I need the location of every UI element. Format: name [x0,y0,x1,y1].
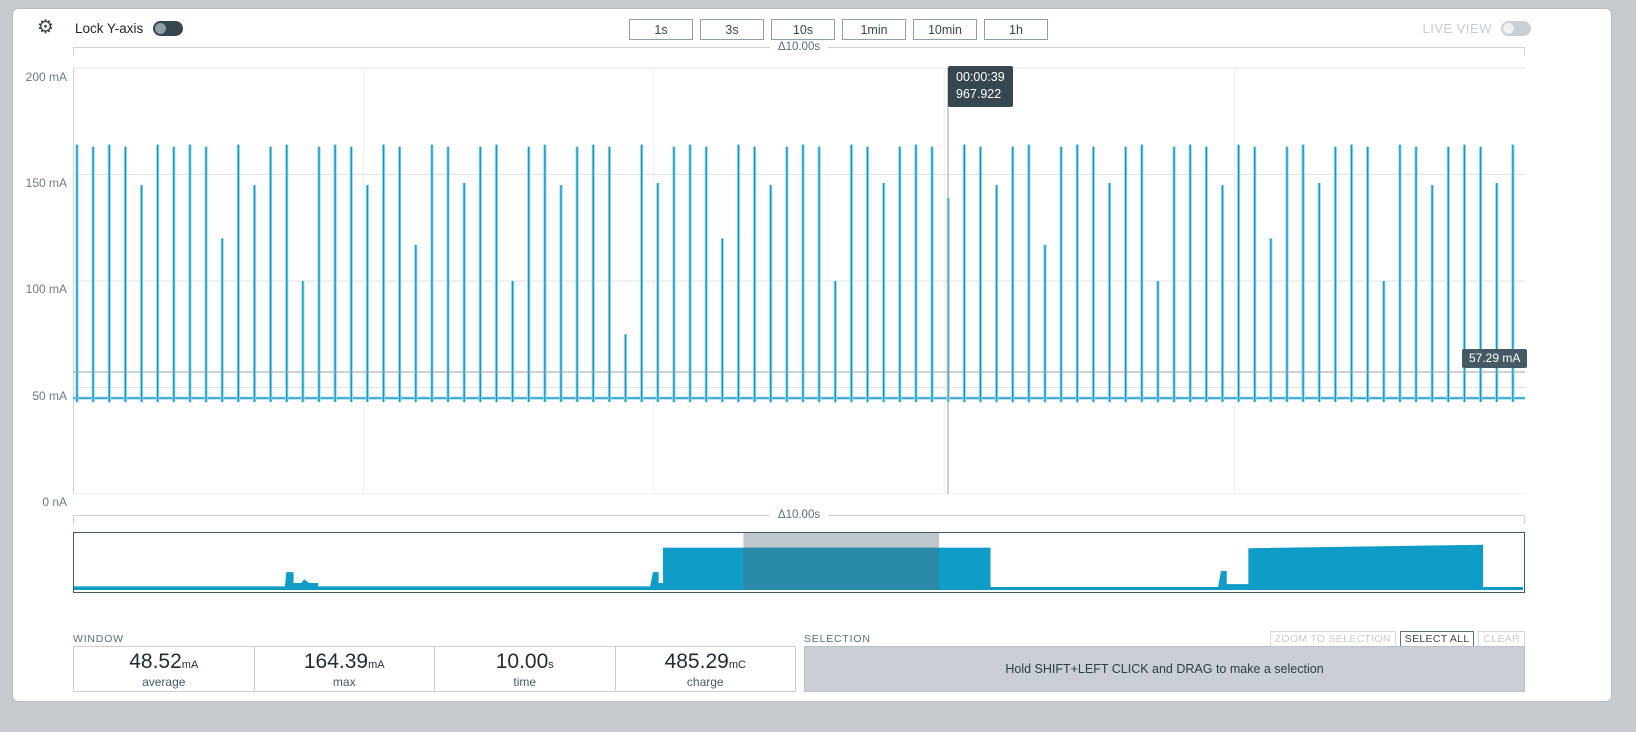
y-tick-100ma: 100 mA [25,282,67,296]
stat-charge-value: 485.29 [664,650,729,674]
live-view-label: LIVE VIEW [1422,21,1492,36]
zoom-to-selection-button[interactable]: ZOOM TO SELECTION [1269,631,1396,648]
time-range-button-10min[interactable]: 10min [913,19,977,40]
hover-current-value-label: 57.29 mA [1462,349,1528,368]
current-trace-plot [73,67,1525,495]
stat-average-unit: mA [181,659,199,672]
live-view-toggle[interactable] [1501,21,1531,36]
y-tick-0na: 0 nA [42,495,67,509]
cursor-tooltip-value: 967.922 [956,86,1002,101]
delta-rule-right [828,46,1525,56]
delta-rule-left [73,514,770,524]
stat-max-value: 164.39 [303,650,369,674]
lock-y-axis-toggle[interactable] [153,21,183,36]
stat-charge-label: charge [686,674,724,689]
minimap-delta-label: Δ10.00s [777,509,821,521]
stat-time-label: time [513,674,537,689]
stat-time-value: 10.00 [495,650,549,674]
lock-y-axis-label: Lock Y-axis [75,21,144,36]
cursor-tooltip: 00:00:39 967.922 [948,66,1013,107]
selection-actions: ZOOM TO SELECTION SELECT ALL CLEAR [1269,631,1525,648]
minimap-window-selector[interactable] [743,533,940,590]
stat-max: 164.39mA max [255,647,435,691]
selection-help-text: Hold SHIFT+LEFT CLICK and DRAG to make a… [1005,662,1324,676]
time-range-button-10s[interactable]: 10s [771,19,835,40]
app-window: ⚙ Lock Y-axis 1s 3s 10s 1min 10min 1h LI… [12,8,1612,702]
time-range-button-1h[interactable]: 1h [984,19,1048,40]
settings-gear-icon[interactable]: ⚙ [37,17,55,38]
stat-average-value: 48.52 [129,650,182,674]
select-all-button[interactable]: SELECT ALL [1399,631,1475,648]
stat-average-label: average [142,674,186,689]
main-current-chart[interactable] [73,63,1525,495]
stat-max-unit: mA [368,659,385,672]
y-tick-200ma: 200 mA [25,70,67,84]
stat-average: 48.52mA average [74,647,255,691]
toggle-knob [1503,23,1514,34]
delta-rule-right [828,514,1525,524]
window-delta-indicator: Δ10.00s [73,41,1525,56]
stat-charge-unit: mC [728,659,746,672]
selection-section-label: SELECTION [804,633,871,645]
delta-rule-left [73,46,770,56]
stat-time-unit: s [548,659,554,672]
cursor-tooltip-time: 00:00:39 [956,70,1005,84]
minimap-plot [73,533,1524,591]
toggle-knob [155,23,166,34]
minimap-delta-indicator: Δ10.00s [73,509,1525,524]
time-range-button-3s[interactable]: 3s [700,19,764,40]
stat-charge: 485.29mC charge [616,647,796,691]
stat-time: 10.00s time [435,647,616,691]
selection-info-box: Hold SHIFT+LEFT CLICK and DRAG to make a… [804,646,1525,692]
time-range-button-1s[interactable]: 1s [629,19,693,40]
y-tick-50ma: 50 mA [32,389,67,403]
window-delta-label: Δ10.00s [777,41,821,53]
y-tick-150ma: 150 mA [25,176,67,190]
time-range-button-1min[interactable]: 1min [842,19,906,40]
window-stats-table: 48.52mA average 164.39mA max 10.00s time… [73,646,796,692]
overview-minimap[interactable] [73,532,1525,593]
time-range-button-group: 1s 3s 10s 1min 10min 1h [629,19,1048,40]
stat-max-label: max [332,674,356,689]
window-section-label: WINDOW [73,633,124,645]
